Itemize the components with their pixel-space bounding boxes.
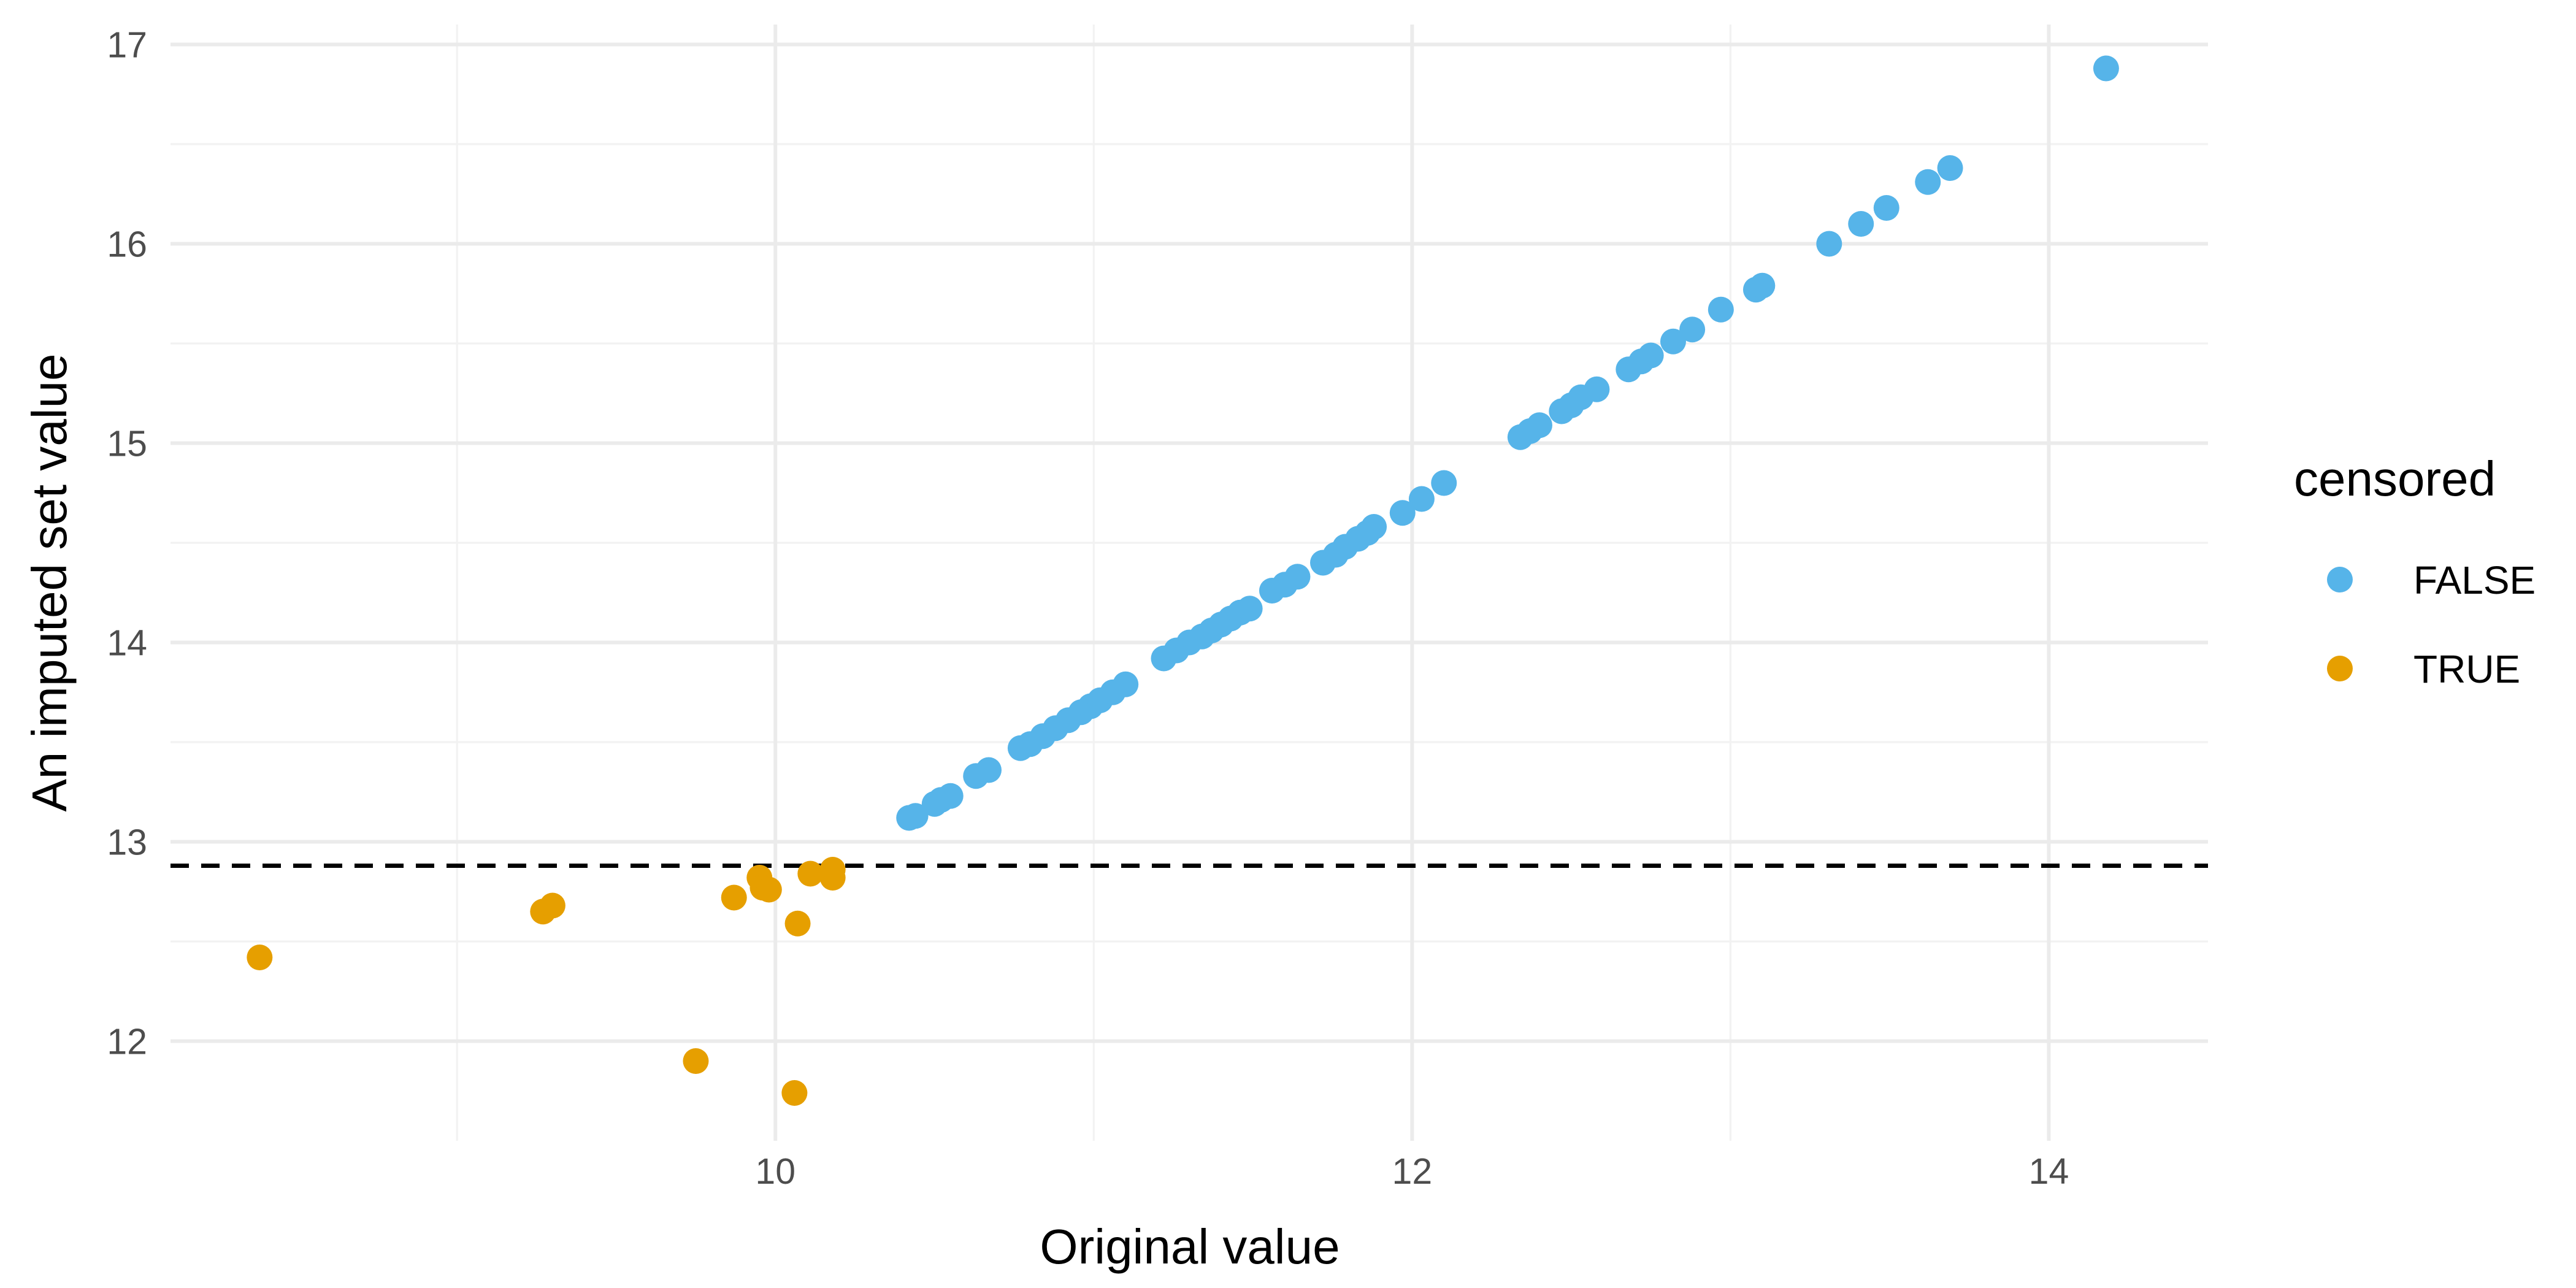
data-point-false — [1431, 470, 1457, 496]
y-tick-label: 15 — [107, 424, 147, 464]
minor-gridlines — [171, 25, 2208, 1141]
data-point-true — [756, 876, 782, 903]
x-tick-label: 14 — [2029, 1151, 2069, 1192]
data-points — [247, 55, 2119, 1106]
data-point-false — [1848, 211, 1874, 237]
data-point-false — [1660, 328, 1686, 355]
y-tick-label: 17 — [107, 25, 147, 66]
data-point-false — [1708, 296, 1734, 323]
data-point-true — [247, 945, 273, 970]
data-point-false — [1113, 671, 1139, 697]
data-point-false — [1937, 155, 1963, 181]
data-point-true — [539, 892, 565, 919]
legend-title: censored — [2294, 451, 2496, 506]
legend-key-true — [2327, 656, 2353, 681]
data-point-false — [1749, 272, 1776, 299]
data-point-true — [784, 910, 811, 937]
data-point-true — [819, 865, 846, 891]
legend-key-false — [2327, 567, 2353, 592]
data-point-false — [1638, 342, 1664, 369]
data-point-false — [1284, 564, 1311, 590]
data-point-false — [1361, 514, 1387, 540]
data-point-false — [902, 803, 929, 829]
x-tick-label: 12 — [1392, 1151, 1433, 1192]
data-point-false — [1408, 486, 1435, 512]
legend: censored FALSE TRUE — [2294, 451, 2536, 691]
y-axis-title: An imputed set value — [22, 353, 77, 811]
data-point-false — [1584, 376, 1610, 402]
data-point-false — [1816, 231, 1842, 257]
legend-label-true: TRUE — [2413, 647, 2520, 691]
y-tick-label: 13 — [107, 822, 147, 863]
data-point-true — [797, 861, 824, 887]
data-point-false — [1526, 412, 1552, 439]
data-point-true — [721, 884, 747, 911]
data-point-false — [1236, 596, 1263, 622]
legend-items: FALSE TRUE — [2327, 558, 2536, 691]
y-axis-tick-labels: 12 13 14 15 16 17 — [107, 25, 147, 1062]
x-axis-tick-labels: 10 12 14 — [755, 1151, 2069, 1192]
data-point-false — [1915, 169, 1941, 195]
legend-label-false: FALSE — [2413, 558, 2536, 602]
data-point-true — [683, 1048, 709, 1074]
data-point-false — [1873, 195, 1899, 221]
x-tick-label: 10 — [755, 1151, 795, 1192]
y-tick-label: 14 — [107, 623, 147, 664]
x-axis-title: Original value — [1040, 1219, 1340, 1274]
y-tick-label: 16 — [107, 224, 147, 265]
data-point-false — [937, 783, 964, 809]
data-point-true — [781, 1080, 808, 1106]
y-tick-label: 12 — [107, 1022, 147, 1062]
data-point-false — [1389, 500, 1416, 526]
major-gridlines — [171, 25, 2208, 1141]
data-point-false — [2093, 55, 2119, 82]
data-point-false — [975, 757, 1002, 783]
data-point-false — [1679, 316, 1706, 343]
